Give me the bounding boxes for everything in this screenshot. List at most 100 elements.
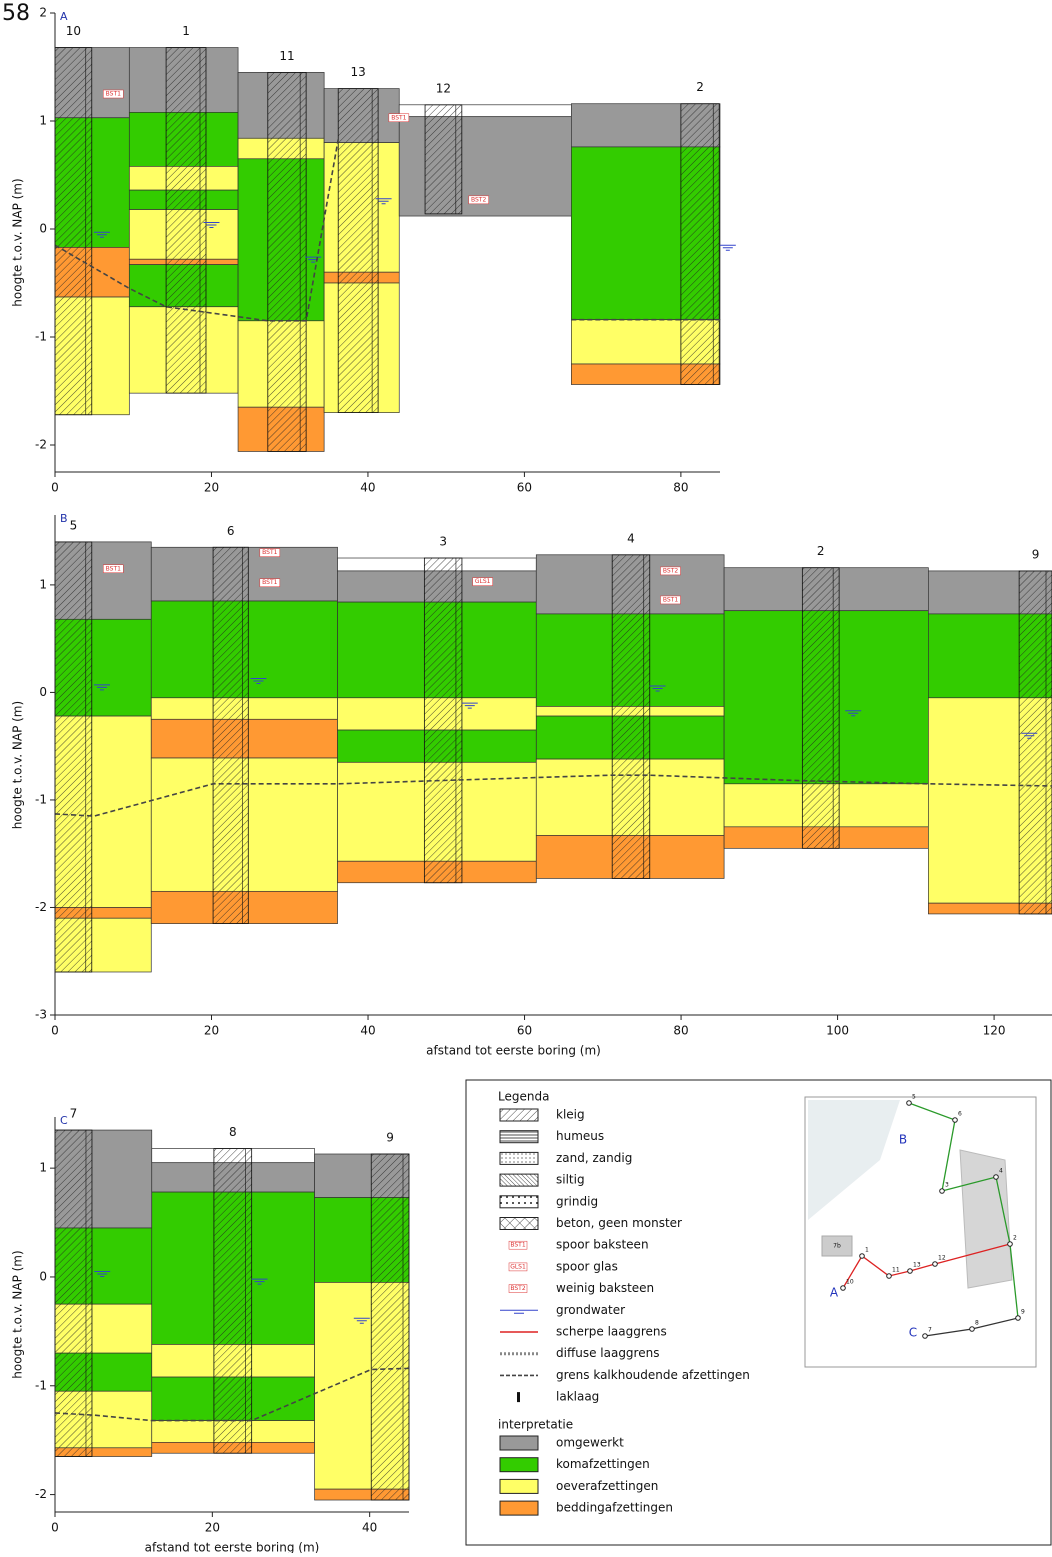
boring-name: 13: [351, 65, 366, 79]
map-point: [908, 1269, 913, 1274]
boring-name: 12: [436, 81, 451, 95]
legend-symbol: [500, 1152, 538, 1164]
boring-column: [55, 1130, 92, 1456]
map-point-label: 9: [1021, 1309, 1025, 1316]
page-number: 58: [2, 1, 30, 26]
legend-label: laklaag: [556, 1390, 599, 1404]
legend-label: kleig: [556, 1108, 585, 1122]
map-point: [1008, 1242, 1013, 1247]
y-tick-label: 0: [39, 1269, 47, 1283]
map-point: [970, 1327, 975, 1332]
boring-name: 2: [696, 80, 704, 94]
map-point: [1016, 1316, 1021, 1321]
x-tick-label: 40: [360, 481, 375, 495]
map-route-label: B: [899, 1133, 907, 1147]
x-tick-label: 80: [673, 481, 688, 495]
x-tick-label: 0: [51, 1024, 59, 1038]
boring-column: [425, 105, 462, 214]
panel-label: C: [60, 1114, 68, 1127]
legend-label: diffuse laaggrens: [556, 1346, 659, 1360]
boring-column: [55, 542, 92, 972]
legend-label: grindig: [556, 1194, 598, 1208]
legend-label: beton, geen monster: [556, 1216, 682, 1230]
map-route-label: C: [909, 1326, 917, 1340]
figure: 58 1011113122BST1BST1BST2-2-101202040608…: [0, 0, 1052, 1553]
boring-column: [213, 547, 248, 923]
legend-symbol-text: GLS1: [510, 1263, 526, 1270]
map-point-label: 6: [958, 1111, 962, 1118]
map-point-label: 5: [912, 1094, 916, 1101]
map-point: [933, 1262, 938, 1267]
legend-symbol-text: BST2: [510, 1285, 525, 1292]
legend-symbol: [500, 1218, 538, 1230]
map-point-label: 11: [892, 1267, 900, 1274]
y-tick-label: 0: [39, 685, 47, 699]
legend-label: spoor baksteen: [556, 1238, 649, 1252]
marker-text: BST1: [262, 579, 277, 586]
boring-name: 9: [1032, 547, 1040, 561]
boring-column: [1019, 571, 1052, 914]
map-point-label: 12: [938, 1255, 946, 1262]
map-point-label: 13: [913, 1262, 921, 1269]
x-tick-label: 40: [360, 1024, 375, 1038]
map-point: [940, 1189, 945, 1194]
boring-name: 9: [386, 1130, 394, 1144]
legend-label: grondwater: [556, 1303, 625, 1317]
legend-swatch: [500, 1458, 538, 1472]
legend-label: komafzettingen: [556, 1457, 650, 1471]
legend-symbol: [500, 1196, 538, 1208]
y-tick-label: -1: [35, 330, 47, 344]
legend-title: interpretatie: [498, 1418, 573, 1432]
legend-title: Legenda: [498, 1090, 549, 1104]
marker-text: BST1: [106, 91, 121, 98]
panel-label: A: [60, 10, 68, 23]
y-tick-label: -1: [35, 792, 47, 806]
y-tick-label: -2: [35, 1487, 47, 1501]
legend-symbol: [500, 1310, 538, 1313]
map: [805, 1097, 1036, 1367]
x-tick-label: 0: [51, 1521, 59, 1535]
x-tick-label: 60: [517, 481, 532, 495]
x-tick-label: 20: [205, 1521, 220, 1535]
legend-symbol: [500, 1131, 538, 1143]
boring-name: 4: [627, 531, 635, 545]
marker-text: BST2: [663, 567, 678, 574]
x-tick-label: 80: [673, 1024, 688, 1038]
map-point: [923, 1334, 928, 1339]
map-point: [887, 1274, 892, 1279]
boring-column: [371, 1154, 409, 1500]
legend-label: weinig baksteen: [556, 1281, 654, 1295]
legend-label: zand, zandig: [556, 1151, 632, 1165]
marker-text: BST1: [106, 565, 121, 572]
y-axis-title: hoogte t.o.v. NAP (m): [11, 1250, 25, 1378]
legend-symbol: [517, 1392, 520, 1402]
map-point-label: 8: [975, 1320, 979, 1327]
x-tick-label: 20: [204, 481, 219, 495]
map-point-label: 1: [865, 1247, 869, 1254]
legend-swatch: [500, 1479, 538, 1493]
x-tick-label: 100: [826, 1024, 849, 1038]
legend-label: beddingafzettingen: [556, 1501, 673, 1515]
y-tick-label: -2: [35, 900, 47, 914]
marker-text: GLS1: [475, 578, 491, 585]
groundwater: [720, 245, 736, 250]
boring-name: 1: [182, 24, 190, 38]
map-route-label: A: [830, 1286, 839, 1300]
y-tick-label: -2: [35, 438, 47, 452]
x-tick-label: 20: [204, 1024, 219, 1038]
boring-name: 11: [279, 49, 294, 63]
y-tick-label: 1: [39, 1161, 47, 1175]
map-point-label: 10: [846, 1279, 854, 1286]
boring-name: 6: [227, 524, 235, 538]
legend-label: scherpe laaggrens: [556, 1325, 667, 1339]
boring-column: [612, 555, 650, 879]
x-tick-label: 0: [51, 481, 59, 495]
map-point: [953, 1118, 958, 1123]
x-tick-label: 60: [517, 1024, 532, 1038]
map-point-label: 3: [945, 1182, 949, 1189]
legend-symbol: [500, 1174, 538, 1186]
legend-label: spoor glas: [556, 1259, 618, 1273]
